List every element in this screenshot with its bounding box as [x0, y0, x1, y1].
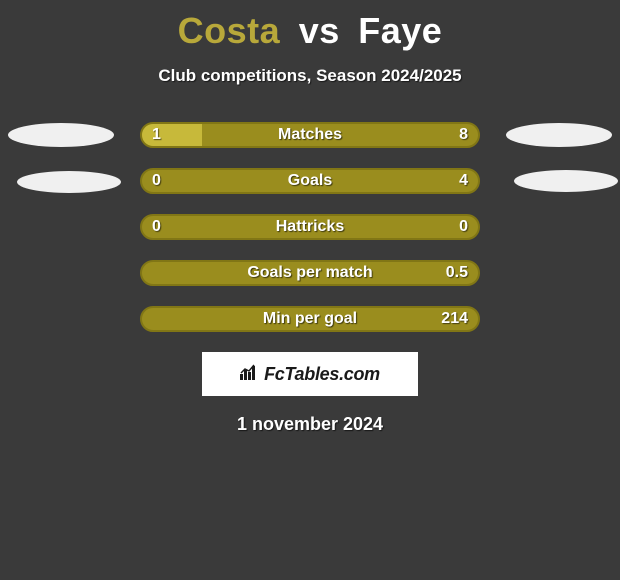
stat-label: Goals per match: [142, 262, 478, 284]
subtitle: Club competitions, Season 2024/2025: [0, 66, 620, 86]
player1-badge-icon: [17, 171, 121, 193]
date-label: 1 november 2024: [0, 414, 620, 435]
brand-box: FcTables.com: [202, 352, 418, 396]
stat-bar: 214Min per goal: [140, 306, 480, 332]
player1-name: Costa: [178, 10, 281, 51]
stat-bar: 0.5Goals per match: [140, 260, 480, 286]
player1-badge-icon: [8, 123, 114, 147]
stat-label: Min per goal: [142, 308, 478, 330]
player2-name: Faye: [358, 10, 442, 51]
stat-row: 18Matches: [0, 122, 620, 150]
player2-badge-icon: [514, 170, 618, 192]
stat-bar: 04Goals: [140, 168, 480, 194]
comparison-title: Costa vs Faye: [0, 0, 620, 52]
brand-text: FcTables.com: [264, 364, 380, 385]
stat-row: 0.5Goals per match: [0, 260, 620, 288]
stat-row: 04Goals: [0, 168, 620, 196]
stat-label: Hattricks: [142, 216, 478, 238]
stat-bar: 00Hattricks: [140, 214, 480, 240]
stat-row: 214Min per goal: [0, 306, 620, 334]
stats-container: 18Matches 04Goals 00Hattricks 0.5Goals per …: [0, 122, 620, 334]
vs-separator: vs: [299, 10, 340, 51]
stat-label: Matches: [142, 124, 478, 146]
player2-badge-icon: [506, 123, 612, 147]
stat-row: 00Hattricks: [0, 214, 620, 242]
stat-label: Goals: [142, 170, 478, 192]
brand-logo-icon: [240, 364, 260, 385]
stat-bar: 18Matches: [140, 122, 480, 148]
